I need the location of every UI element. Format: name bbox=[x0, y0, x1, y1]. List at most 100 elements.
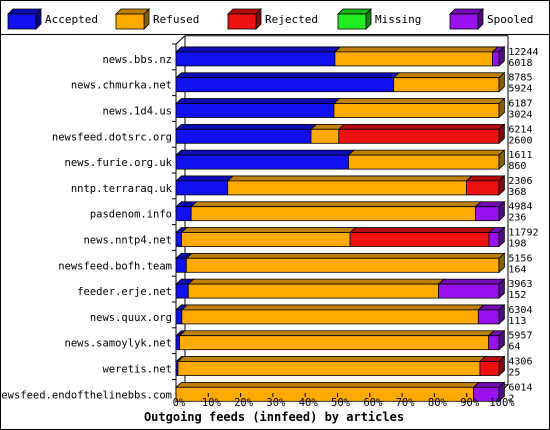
x-tick-label: 10% bbox=[202, 397, 222, 409]
total-count-label: 8785 bbox=[508, 73, 532, 84]
legend-swatch bbox=[449, 13, 479, 30]
legend-swatch bbox=[227, 13, 257, 30]
bar-newsfeed-bofh-team bbox=[174, 252, 506, 274]
bar-segment-top-spooled bbox=[437, 278, 506, 285]
bar-segment-top-refused bbox=[187, 278, 446, 285]
accepted-count-label: 5924 bbox=[508, 84, 532, 95]
x-tick-label: 50% bbox=[331, 397, 351, 409]
accepted-count-label: 3024 bbox=[508, 110, 532, 121]
bar-segment-accepted bbox=[175, 283, 189, 299]
total-count-label: 6214 bbox=[508, 124, 532, 135]
bar-segment-top-accepted bbox=[174, 98, 341, 104]
bar-news-bbs-nz bbox=[174, 46, 506, 67]
legend-swatch bbox=[115, 13, 145, 30]
bar-segment-side-spooled bbox=[498, 329, 505, 351]
bar-segment-side-rejected bbox=[498, 175, 505, 196]
bar-segment-top-refused bbox=[178, 330, 496, 337]
x-axis: 0% 10% 20% 30% 40% 50% 60% 70% 80% 90% 100% bbox=[173, 393, 515, 409]
bar-segment-top-refused bbox=[332, 98, 506, 104]
bar-weretis-net bbox=[174, 355, 506, 377]
category-label: pasdenom.info bbox=[90, 209, 172, 221]
accepted-count-label: 368 bbox=[508, 187, 526, 198]
total-count-label: 4306 bbox=[508, 357, 532, 368]
total-count-label: 12244 bbox=[508, 47, 538, 58]
category-label: newsfeed.endofthelinebbs.com bbox=[0, 389, 172, 401]
bar-segment-side-spooled bbox=[498, 278, 505, 300]
legend-swatch bbox=[7, 13, 37, 30]
bar-segment-side-spooled bbox=[498, 226, 505, 248]
bar-news-furie-org-uk bbox=[174, 149, 506, 171]
accepted-count-label: 25 bbox=[508, 368, 520, 379]
bar-segment-top-accepted bbox=[174, 46, 342, 53]
category-label: news.1d4.us bbox=[102, 106, 172, 118]
bar-feeder-erje-net bbox=[174, 278, 506, 300]
bar-segment-side-spooled bbox=[498, 200, 505, 222]
bar-segment-top-refused bbox=[392, 72, 506, 79]
bar-segment-accepted bbox=[175, 257, 187, 273]
bar-news-quux-org bbox=[174, 304, 506, 325]
bar-segment-refused bbox=[181, 232, 351, 247]
bar-segment-accepted bbox=[175, 335, 180, 351]
bar-segment-side-refused bbox=[498, 97, 505, 119]
bar-segment-top-refused bbox=[347, 149, 506, 156]
bar-segment-refused bbox=[227, 180, 467, 196]
accepted-count-label: 2 bbox=[508, 393, 514, 404]
x-tick-label: 40% bbox=[299, 397, 319, 409]
bar-news-1d4-us bbox=[174, 97, 506, 119]
category-label: news.bbs.nz bbox=[102, 54, 172, 66]
legend-item-accepted: Accepted bbox=[7, 8, 98, 30]
bar-segment-side-rejected bbox=[498, 355, 505, 377]
total-count-label: 5156 bbox=[508, 253, 532, 264]
category-label: newsfeed.dotsrc.org bbox=[52, 131, 172, 143]
bar-segment-refused bbox=[185, 257, 500, 273]
total-count-label: 6187 bbox=[508, 99, 532, 110]
bar-segment-top-refused bbox=[190, 201, 482, 208]
x-tick-label: 70% bbox=[396, 397, 416, 409]
plot-left-top-edge bbox=[175, 35, 186, 45]
bar-segment-rejected bbox=[338, 128, 500, 144]
bar-segment-refused bbox=[310, 128, 340, 144]
legend-label: Missing bbox=[375, 13, 421, 26]
bar-segment-refused bbox=[190, 206, 476, 222]
bar-segment-refused bbox=[187, 283, 439, 299]
total-count-label: 3963 bbox=[508, 279, 532, 290]
bar-segment-side-spooled bbox=[498, 304, 505, 325]
category-label: weretis.net bbox=[102, 364, 172, 376]
category-label: feeder.erje.net bbox=[77, 286, 172, 298]
bar-segment-refused bbox=[334, 51, 493, 67]
legend-swatch-top bbox=[115, 8, 150, 15]
legend-swatch-top bbox=[337, 8, 372, 15]
bar-segment-accepted bbox=[175, 232, 182, 247]
bar-segment-refused bbox=[177, 361, 481, 376]
total-count-label: 6304 bbox=[508, 305, 532, 316]
legend-label: Spooled bbox=[487, 13, 533, 26]
accepted-count-label: 860 bbox=[508, 161, 526, 172]
bar-segment-refused bbox=[333, 103, 500, 118]
bar-pasdenom-info bbox=[174, 200, 506, 222]
bar-segment-top-accepted bbox=[174, 72, 401, 79]
x-tick-label: 30% bbox=[266, 397, 286, 409]
bar-segment-side-rejected bbox=[498, 123, 505, 145]
category-label: news.samoylyk.net bbox=[65, 338, 172, 350]
bar-segment-spooled bbox=[438, 283, 500, 299]
bar-segment-accepted bbox=[175, 206, 192, 222]
legend-swatch-top bbox=[7, 8, 42, 15]
legend-item-refused: Refused bbox=[115, 8, 199, 30]
bar-segment-accepted bbox=[175, 77, 395, 93]
bar-newsfeed-dotsrc-org bbox=[174, 123, 506, 145]
bar-segment-accepted bbox=[175, 180, 229, 196]
bar-segment-spooled bbox=[475, 206, 500, 222]
legend-swatch bbox=[337, 13, 367, 30]
bar-segment-top-refused bbox=[333, 46, 499, 53]
legend-label: Refused bbox=[153, 13, 199, 26]
bar-segment-top-accepted bbox=[174, 149, 355, 156]
bar-nntp-terraraq-uk bbox=[174, 175, 506, 196]
category-label: newsfeed.bofh.team bbox=[58, 260, 172, 272]
bar-segment-refused bbox=[181, 309, 479, 325]
bar-segment-top-rejected bbox=[465, 175, 506, 182]
total-count-label: 11792 bbox=[508, 228, 538, 239]
legend-item-missing: Missing bbox=[337, 8, 421, 30]
bar-segment-spooled bbox=[488, 335, 500, 351]
bar-segment-rejected bbox=[465, 180, 500, 196]
